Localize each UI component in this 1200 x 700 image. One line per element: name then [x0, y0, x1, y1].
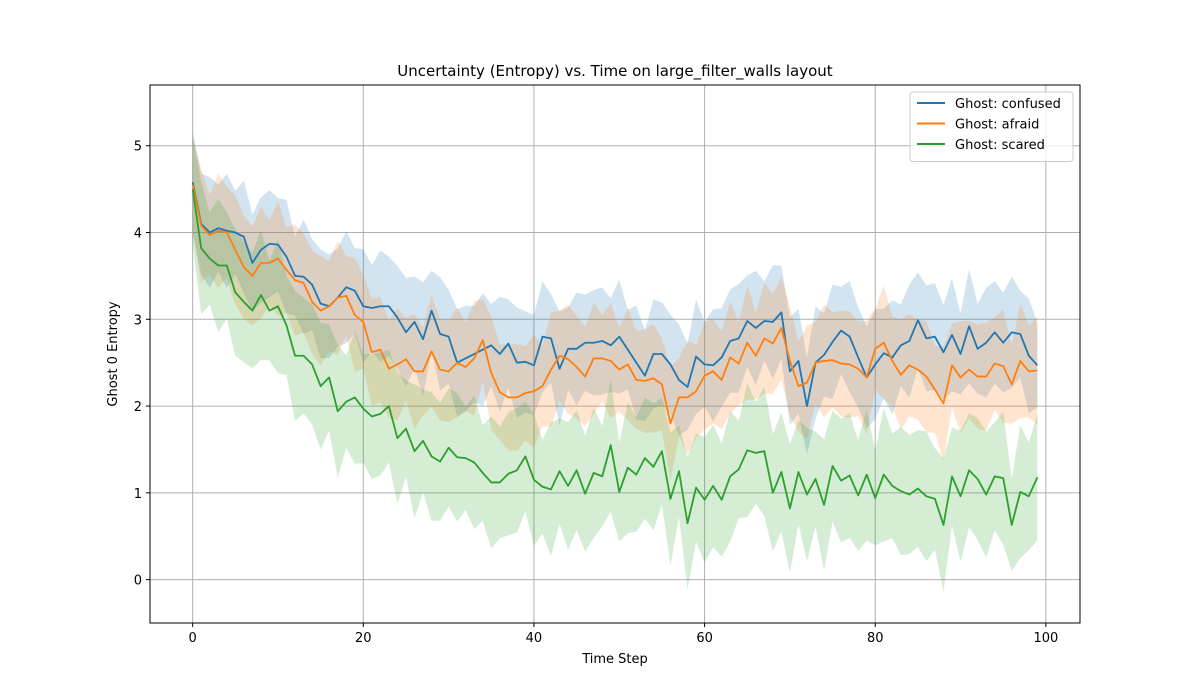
x-tick-label: 80 [867, 631, 884, 646]
x-tick-label: 20 [355, 631, 372, 646]
axis-ticks: 0 20 40 60 80 100 0 1 2 3 4 5 [134, 140, 1059, 646]
grid [150, 85, 1080, 623]
legend-box [909, 91, 1074, 162]
legend: Ghost: confused Ghost: afraid Ghost: scare… [909, 91, 1074, 162]
y-tick-label: 1 [134, 487, 142, 502]
legend-entry: Ghost: afraid [955, 118, 1039, 133]
y-tick-label: 5 [134, 140, 142, 155]
y-tick-label: 3 [134, 313, 142, 328]
x-tick-label: 40 [526, 631, 543, 646]
y-tick-label: 0 [134, 574, 142, 589]
y-axis-label: Ghost 0 Entropy [106, 301, 121, 406]
x-tick-label: 100 [1033, 631, 1058, 646]
confidence-bands [192, 131, 1038, 592]
series-line [191, 189, 1039, 526]
legend-entry: Ghost: scared [955, 138, 1045, 153]
chart-title: Uncertainty (Entropy) vs. Time on large_… [397, 62, 833, 81]
x-axis-label: Time Step [581, 652, 648, 667]
series-lines [191, 182, 1039, 526]
legend-entry: Ghost: confused [955, 97, 1061, 112]
y-tick-label: 4 [134, 227, 142, 242]
series-band [192, 131, 1038, 455]
x-tick-label: 0 [189, 631, 197, 646]
series-band [192, 134, 1038, 592]
plot-frame [149, 84, 1081, 624]
x-tick-label: 60 [696, 631, 713, 646]
series-band [192, 138, 1038, 481]
y-tick-label: 2 [134, 400, 142, 415]
series-line [191, 184, 1038, 425]
